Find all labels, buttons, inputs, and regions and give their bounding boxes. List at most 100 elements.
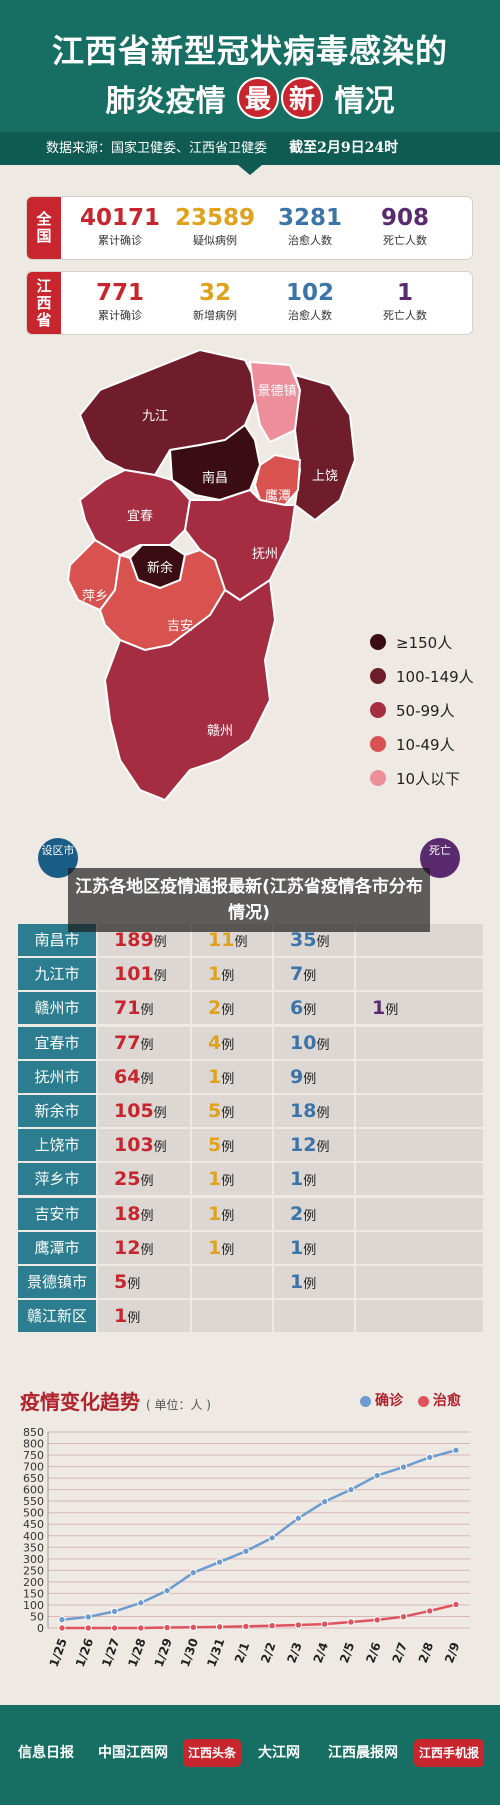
- cell-death: [356, 1197, 483, 1230]
- trend-chart: 0501001502002503003504004505005506006507…: [23, 1426, 470, 1669]
- jiangxi-stats-card: 江西省 771 累计确诊 32 新增病例 102 治愈人数 1 死亡人数: [26, 271, 473, 335]
- x-tick-label: 1/27: [99, 1636, 122, 1668]
- cell-new: 2例: [192, 992, 272, 1025]
- series-point-0: [137, 1599, 145, 1607]
- legend-dot-cured: [417, 1395, 429, 1407]
- cell-new: 1例: [192, 1197, 272, 1230]
- legend-confirmed: 确诊: [375, 1393, 403, 1409]
- table-row: 赣江新区 1例: [18, 1300, 483, 1333]
- city-name: 宜春市: [18, 1026, 96, 1059]
- series-point-0: [189, 1568, 198, 1577]
- cell-new: 1例: [192, 1163, 272, 1196]
- cell-confirmed: 103例: [98, 1129, 190, 1162]
- page-subtitle: 肺炎疫情 最新 情况: [0, 76, 500, 120]
- cell-cured: [274, 1300, 354, 1333]
- national-confirmed: 40171 累计确诊: [75, 203, 165, 249]
- legend-item: ≥150人: [370, 625, 474, 659]
- legend-label: 50-99人: [396, 701, 455, 720]
- cell-new: 1例: [192, 1231, 272, 1264]
- trend-unit: ( 单位：人 ): [146, 1398, 211, 1412]
- cell-new: 5例: [192, 1129, 272, 1162]
- x-tick-label: 2/1: [232, 1640, 252, 1665]
- series-point-0: [215, 1558, 224, 1566]
- cell-cured: 1例: [274, 1231, 354, 1264]
- map-region-shangrao: [293, 373, 357, 522]
- subtitle-part-a: 肺炎疫情: [105, 84, 226, 119]
- y-tick-label: 700: [23, 1461, 44, 1474]
- stat-value: 102: [285, 280, 334, 306]
- trend-title: 疫情变化趋势 ( 单位：人 ): [20, 1386, 211, 1415]
- stat-label: 累计确诊: [98, 234, 142, 247]
- x-tick-label: 1/28: [125, 1636, 148, 1668]
- cell-confirmed: 105例: [98, 1095, 190, 1127]
- legend-swatch: [370, 634, 386, 650]
- cell-cured: 2例: [274, 1197, 354, 1230]
- cell-death: [356, 958, 483, 991]
- table-row: 宜春市 77例 4例 10例: [18, 1026, 483, 1059]
- cell-cured: 10例: [274, 1026, 354, 1059]
- cell-new: [192, 1300, 272, 1333]
- city-name: 吉安市: [18, 1197, 96, 1230]
- y-tick-label: 550: [23, 1495, 44, 1508]
- cell-confirmed: 77例: [98, 1026, 190, 1059]
- x-tick-label: 2/7: [390, 1640, 410, 1665]
- y-tick-label: 600: [23, 1484, 44, 1497]
- legend-swatch: [370, 736, 386, 752]
- table-row: 九江市 101例 1例 7例: [18, 958, 483, 991]
- legend-label: ≥150人: [396, 633, 453, 652]
- series-point-1: [137, 1624, 145, 1632]
- stat-value: 1: [396, 280, 413, 306]
- footer-logo: 江西晨报网: [328, 1745, 398, 1761]
- series-point-1: [84, 1624, 92, 1632]
- series-point-1: [268, 1621, 276, 1630]
- series-point-1: [399, 1613, 408, 1621]
- series-point-1: [373, 1616, 381, 1624]
- y-tick-label: 300: [23, 1553, 44, 1566]
- city-name: 鹰潭市: [18, 1231, 96, 1264]
- national-deaths: 908 死亡人数: [360, 203, 450, 249]
- x-tick-label: 1/29: [152, 1636, 175, 1668]
- cell-confirmed: 64例: [98, 1060, 190, 1093]
- national-suspected: 23589 疑似病例: [170, 203, 260, 249]
- x-tick-label: 2/9: [442, 1640, 462, 1665]
- legend-swatch: [370, 668, 386, 684]
- map-region-jingdezhen: [248, 360, 302, 444]
- series-point-0: [399, 1463, 408, 1471]
- series-point-1: [426, 1607, 434, 1615]
- series-point-0: [268, 1534, 276, 1542]
- cell-cured: 1例: [274, 1266, 354, 1298]
- cell-cured: 12例: [274, 1129, 354, 1162]
- footer-logo: 大江网: [258, 1745, 300, 1761]
- stat-label: 死亡人数: [383, 309, 427, 322]
- cell-death: [356, 1060, 483, 1093]
- national-cured: 3281 治愈人数: [265, 203, 355, 249]
- map-label-jingdezhen: 景德镇: [257, 384, 296, 399]
- series-point-1: [110, 1624, 119, 1632]
- cell-cured: 6例: [274, 992, 354, 1025]
- cell-death: 1例: [356, 992, 483, 1025]
- legend-item: 100-149人: [370, 659, 474, 693]
- national-tag: 全国: [27, 197, 61, 259]
- table-row: 抚州市 64例 1例 9例: [18, 1060, 483, 1093]
- x-tick-label: 2/3: [284, 1640, 304, 1665]
- cell-death: [356, 1095, 483, 1127]
- source-bar: 数据来源：国家卫健委、江西省卫健委 截至2月9日24时: [0, 132, 500, 165]
- legend-swatch: [370, 770, 386, 786]
- x-tick-label: 1/25: [47, 1636, 70, 1668]
- cell-confirmed: 1例: [98, 1300, 190, 1333]
- footer-logo: 江西手机报: [414, 1739, 485, 1767]
- legend-item: 10人以下: [370, 761, 474, 795]
- cell-new: [192, 1266, 272, 1298]
- table-head-city: 设区市: [38, 838, 78, 878]
- table-row: 新余市 105例 5例 18例: [18, 1095, 483, 1127]
- stat-value: 40171: [79, 205, 161, 231]
- stat-value: 771: [95, 280, 144, 306]
- city-name: 九江市: [18, 958, 96, 991]
- cell-new: 1例: [192, 1060, 272, 1093]
- series-point-1: [320, 1620, 329, 1628]
- map-label-pingxiang: 萍乡: [82, 589, 108, 604]
- stat-label: 新增病例: [193, 309, 237, 322]
- y-tick-label: 0: [37, 1622, 44, 1635]
- national-stats-card: 全国 40171 累计确诊 23589 疑似病例 3281 治愈人数 908 死…: [26, 196, 473, 260]
- map-region-yingtan: [253, 453, 302, 507]
